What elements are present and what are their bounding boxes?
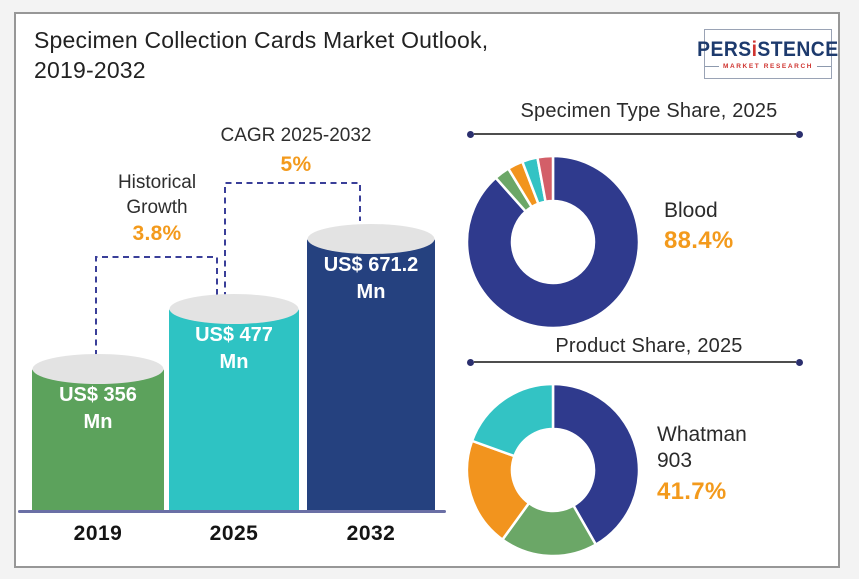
- brand-i: i: [751, 38, 758, 61]
- divider-dot-right: [796, 130, 803, 138]
- specimen-type-divider: [467, 130, 803, 138]
- page-title: Specimen Collection Cards Market Outlook…: [34, 26, 654, 86]
- specimen-type-callout-value: 88.4%: [664, 227, 734, 255]
- product-share-callout-label: Whatman 903: [657, 423, 747, 473]
- bar-2019-value-label: US$ 356 Mn: [59, 384, 137, 433]
- product-share-callout: Whatman 903 41.7%: [657, 422, 777, 506]
- divider-dot-left: [467, 358, 474, 366]
- bar-2032: US$ 671.2 Mn: [307, 224, 435, 512]
- specimen-type-share-heading: Specimen Type Share, 2025: [520, 100, 778, 122]
- product-share-heading: Product Share, 2025: [555, 335, 743, 357]
- bar-2025-value-label: US$ 477 Mn: [195, 324, 273, 373]
- page-title-line2: 2019-2032: [34, 56, 146, 83]
- bar-2019: US$ 356 Mn: [32, 354, 164, 512]
- x-axis-line: [18, 510, 446, 513]
- specimen-type-callout-label: Blood: [664, 199, 718, 222]
- tagline-text: MARKET RESEARCH: [722, 63, 814, 70]
- divider-dot-right: [796, 358, 803, 366]
- bar-2025: US$ 477 Mn: [169, 294, 299, 512]
- brand-logo-text: PERSiSTENCE: [697, 38, 838, 62]
- bar-2032-value-label: US$ 671.2 Mn: [323, 254, 419, 303]
- tagline-line-right: [817, 66, 832, 67]
- tagline-line-left: [704, 66, 719, 67]
- brand-pre: PERS: [697, 38, 752, 61]
- page-title-line1: Specimen Collection Cards Market Outlook…: [34, 27, 489, 53]
- divider-dot-left: [467, 130, 474, 138]
- specimen-type-callout: Blood 88.4%: [664, 198, 734, 255]
- historical-growth-value: 3.8%: [132, 222, 182, 245]
- cagr-label: CAGR 2025-2032: [220, 125, 372, 146]
- year-label-2019: 2019: [73, 522, 123, 545]
- cagr-value: 5%: [280, 153, 312, 176]
- product-share-divider: [467, 358, 803, 366]
- year-label-2032: 2032: [346, 522, 396, 545]
- year-label-2025: 2025: [209, 522, 259, 545]
- product-share-donut-chart: [465, 382, 641, 558]
- brand-post: STENCE: [757, 38, 839, 61]
- brand-tagline: MARKET RESEARCH: [704, 63, 832, 70]
- historical-growth-label: Historical Growth: [117, 172, 197, 219]
- specimen-type-donut-chart: [465, 154, 641, 330]
- product-share-callout-value: 41.7%: [657, 477, 727, 505]
- divider-line: [474, 361, 796, 363]
- brand-logo: PERSiSTENCE MARKET RESEARCH: [697, 29, 838, 79]
- infographic-board: Specimen Collection Cards Market Outlook…: [14, 12, 840, 568]
- divider-line: [474, 133, 796, 135]
